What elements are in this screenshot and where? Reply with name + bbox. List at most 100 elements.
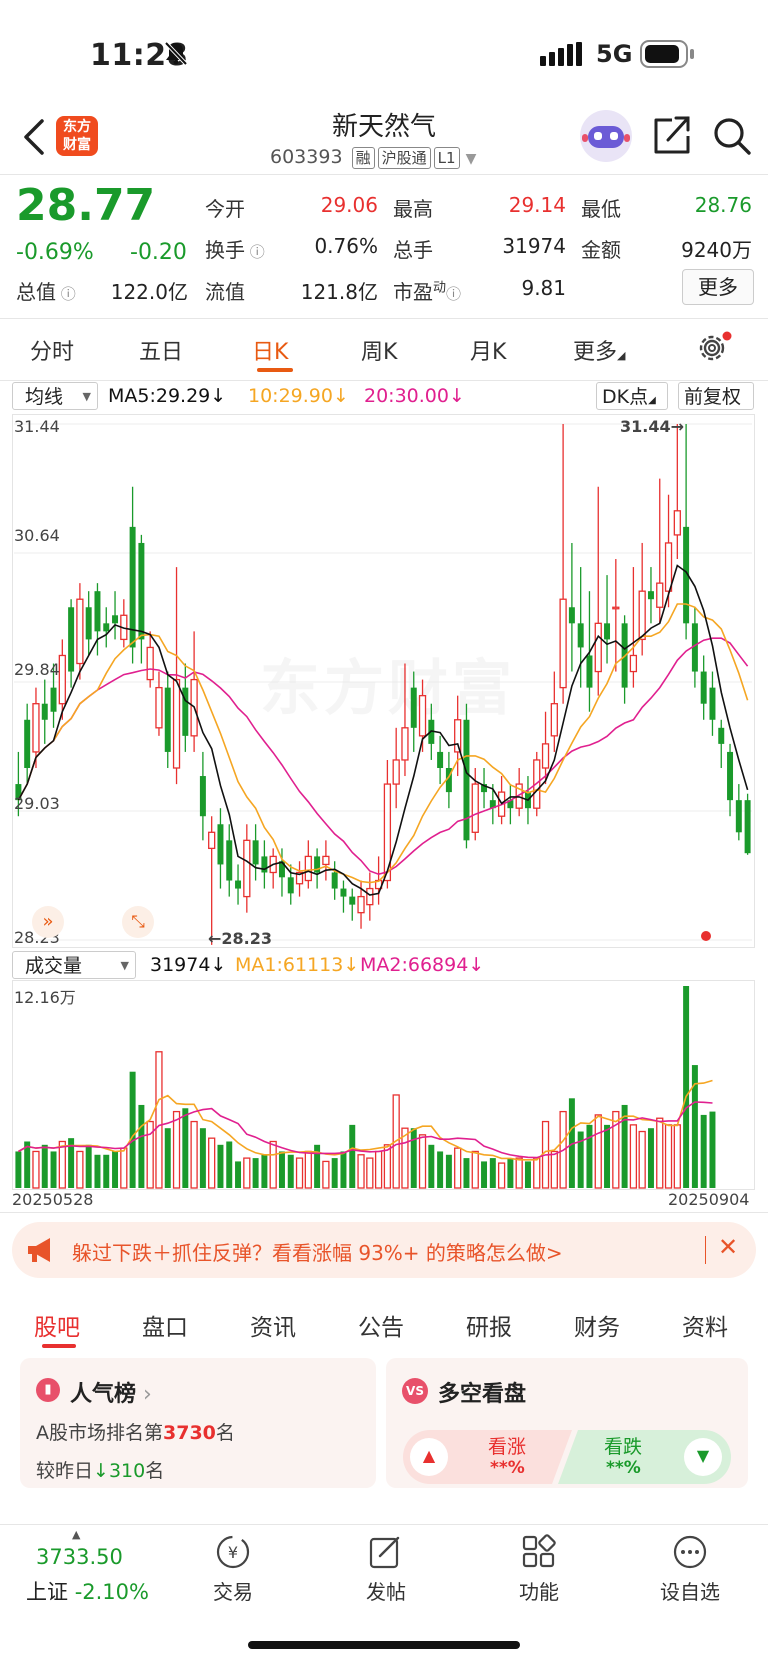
tab-research[interactable]: 研报 [466,1315,512,1341]
candle-body [41,703,48,720]
ma10-value: 10:29.90↓ [248,385,349,407]
more-quote-button[interactable]: 更多 [682,269,754,305]
candle-body [278,861,285,878]
candle-body [24,719,31,768]
index-value[interactable]: 3733.50 [36,1545,123,1569]
y-tick-2: 30.64 [14,526,60,545]
megaphone-icon [28,1238,50,1262]
y-tick-3: 29.84 [14,660,60,679]
stock-name: 新天然气 [331,112,436,142]
promo-text[interactable]: 躲过下跌＋抓住反弹？看看涨幅 93%+ 的策略怎么做> [72,1241,563,1265]
dk-point-select[interactable]: DK点◢ [596,382,668,410]
pe-label: 市盈动ⓘ [393,280,462,304]
candle-body [226,840,233,881]
volume-bar [112,1151,119,1188]
candle-body [182,687,189,736]
ma20-line [17,637,749,876]
nav-post[interactable]: 发帖 [366,1580,406,1604]
volume-ma1: MA1:61113↓ [235,954,360,976]
volume-bar [428,1144,435,1188]
volume-bar [463,1158,470,1188]
tab-weekly-k[interactable]: 周K [361,340,398,365]
nav-functions[interactable]: 功能 [519,1580,559,1604]
volume-current: 31974↓ [150,954,227,976]
volume-label: 总手 [393,238,433,262]
change-pct: -0.69% [16,240,94,265]
tab-intraday[interactable]: 分时 [30,340,75,365]
low-marker: ←28.23 [208,929,273,948]
candle-body [340,888,347,897]
post-icon[interactable] [368,1534,404,1570]
expand-left-icon[interactable]: » [32,906,64,938]
fullscreen-icon[interactable]: ⤡ [122,906,154,938]
nav-trade[interactable]: 交易 [213,1580,253,1604]
tab-five-day[interactable]: 五日 [139,340,184,365]
signal-icon [540,42,582,66]
candle-body [410,687,417,728]
volume-bar [103,1154,110,1188]
promo-banner[interactable] [12,1222,756,1278]
stock-code-line: 603393 融沪股通 L1 ▼ [270,146,476,169]
tag-connect: 沪股通 [377,147,431,169]
functions-icon[interactable] [521,1534,557,1570]
settings-gear-icon[interactable] [696,330,732,366]
ma-select[interactable]: 均线 ▼ [12,382,98,410]
candle-body [568,607,575,624]
candle-body [550,703,558,737]
bullish-button[interactable]: ▲ [410,1438,448,1476]
tab-monthly-k[interactable]: 月K [470,340,507,365]
tab-finance[interactable]: 财务 [574,1315,620,1341]
adjust-select[interactable]: 前复权 [678,382,754,410]
volume-bar [32,1150,40,1189]
open-label: 今开 [205,197,245,221]
candle-body [718,727,725,744]
tab-news[interactable]: 资讯 [250,1315,296,1341]
index-line[interactable]: 上证 -2.10% [26,1580,149,1604]
kline-chart[interactable] [12,414,755,948]
close-banner-icon[interactable]: ✕ [718,1233,739,1261]
candle-body [295,871,304,885]
candle-body [709,687,716,720]
tab-guba[interactable]: 股吧 [34,1315,80,1341]
floatcap-label: 流值 [205,280,245,304]
candle-body [612,606,620,610]
candle-body [32,703,40,753]
tab-pankou[interactable]: 盘口 [142,1315,188,1341]
bearish-button[interactable]: ▼ [684,1438,722,1476]
candle-body [586,655,593,688]
candle-body [727,751,734,801]
candle-body [559,598,567,689]
popularity-card[interactable] [20,1358,376,1488]
more-dots-icon[interactable] [672,1534,708,1570]
volume-chart[interactable] [12,980,755,1190]
volume-ma1-line [18,1079,713,1161]
search-icon[interactable] [712,116,752,156]
candle-body [235,880,242,889]
candle-body [664,542,673,592]
chart-divider [0,1212,768,1213]
index-expand-icon[interactable]: ▲ [72,1528,81,1541]
candle-body [577,623,584,648]
network-type: 5G [596,40,633,68]
volume-bar [331,1158,338,1188]
active-tab-underline [257,368,293,372]
nav-watchlist[interactable]: 设自选 [660,1580,720,1604]
volume-bar [287,1154,294,1188]
turnover-label: 换手 ⓘ [205,238,265,262]
volume-bar [647,1128,654,1188]
tab-more-periods[interactable]: 更多◢ [573,340,626,365]
volume-select[interactable]: 成交量 ▼ [12,951,136,979]
trade-icon[interactable]: ¥ [214,1534,252,1570]
robot-assistant-icon[interactable] [578,108,634,164]
tab-profile[interactable]: 资料 [682,1315,728,1341]
candle-body [129,526,136,648]
back-arrow-icon[interactable] [22,118,46,156]
vs-icon: VS [402,1378,428,1404]
dropdown-caret-icon[interactable]: ▼ [465,151,477,167]
tab-daily-k[interactable]: 日K [252,340,289,365]
tab-announcement[interactable]: 公告 [358,1315,404,1341]
tabs-divider [0,380,768,381]
share-icon[interactable] [652,114,692,156]
candle-body [58,654,66,705]
volume-bar [656,1117,664,1189]
